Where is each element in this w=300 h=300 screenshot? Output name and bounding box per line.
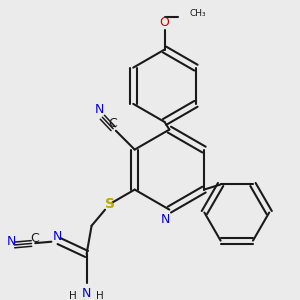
Text: N: N [52, 230, 62, 243]
Text: H: H [69, 291, 77, 300]
Text: N: N [7, 235, 16, 248]
Text: C: C [109, 117, 117, 130]
Text: N: N [161, 213, 170, 226]
Text: S: S [105, 197, 115, 211]
Text: N: N [82, 287, 91, 300]
Text: C: C [30, 232, 39, 245]
Text: O: O [160, 16, 170, 29]
Text: N: N [94, 103, 104, 116]
Text: H: H [96, 291, 104, 300]
Text: CH₃: CH₃ [189, 9, 206, 18]
